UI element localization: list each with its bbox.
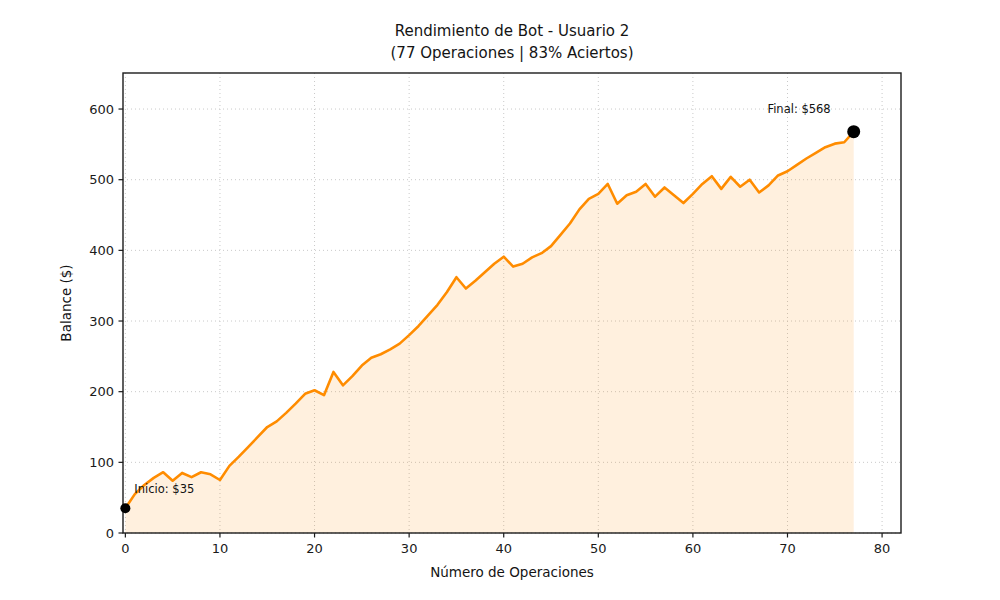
- balance-area: [125, 132, 853, 533]
- y-tick-label: 500: [89, 172, 114, 187]
- x-tick-label: 50: [590, 541, 607, 556]
- start-annotation: Inicio: $35: [134, 482, 194, 496]
- x-tick-label: 70: [779, 541, 796, 556]
- y-tick-label: 200: [89, 384, 114, 399]
- x-tick-label: 80: [874, 541, 891, 556]
- chart-subtitle: (77 Operaciones | 83% Aciertos): [123, 42, 901, 64]
- y-tick-label: 0: [106, 526, 114, 541]
- x-tick-label: 20: [306, 541, 323, 556]
- x-tick-label: 40: [495, 541, 512, 556]
- x-tick-label: 60: [685, 541, 702, 556]
- start-marker: [120, 503, 130, 513]
- end-marker: [847, 125, 860, 138]
- chart-figure: 0 10 20 30 40 50 60 70 80 0 100 200 300 400 500 600 Inic…: [0, 0, 1000, 600]
- x-axis-label: Número de Operaciones: [123, 564, 901, 580]
- y-axis-label: Balance ($): [58, 264, 74, 341]
- end-annotation: Final: $568: [767, 102, 830, 116]
- chart-title-block: Rendimiento de Bot - Usuario 2 (77 Opera…: [123, 20, 901, 64]
- x-tick-label: 10: [212, 541, 229, 556]
- y-tick-label: 400: [89, 243, 114, 258]
- x-tick-label: 0: [121, 541, 129, 556]
- chart-title: Rendimiento de Bot - Usuario 2: [123, 20, 901, 42]
- x-tick-label: 30: [401, 541, 418, 556]
- y-tick-label: 600: [89, 102, 114, 117]
- y-tick-label: 100: [89, 455, 114, 470]
- y-tick-label: 300: [89, 314, 114, 329]
- plot-area: 0 10 20 30 40 50 60 70 80 0 100 200 300 400 500 600 Inic…: [0, 0, 1000, 600]
